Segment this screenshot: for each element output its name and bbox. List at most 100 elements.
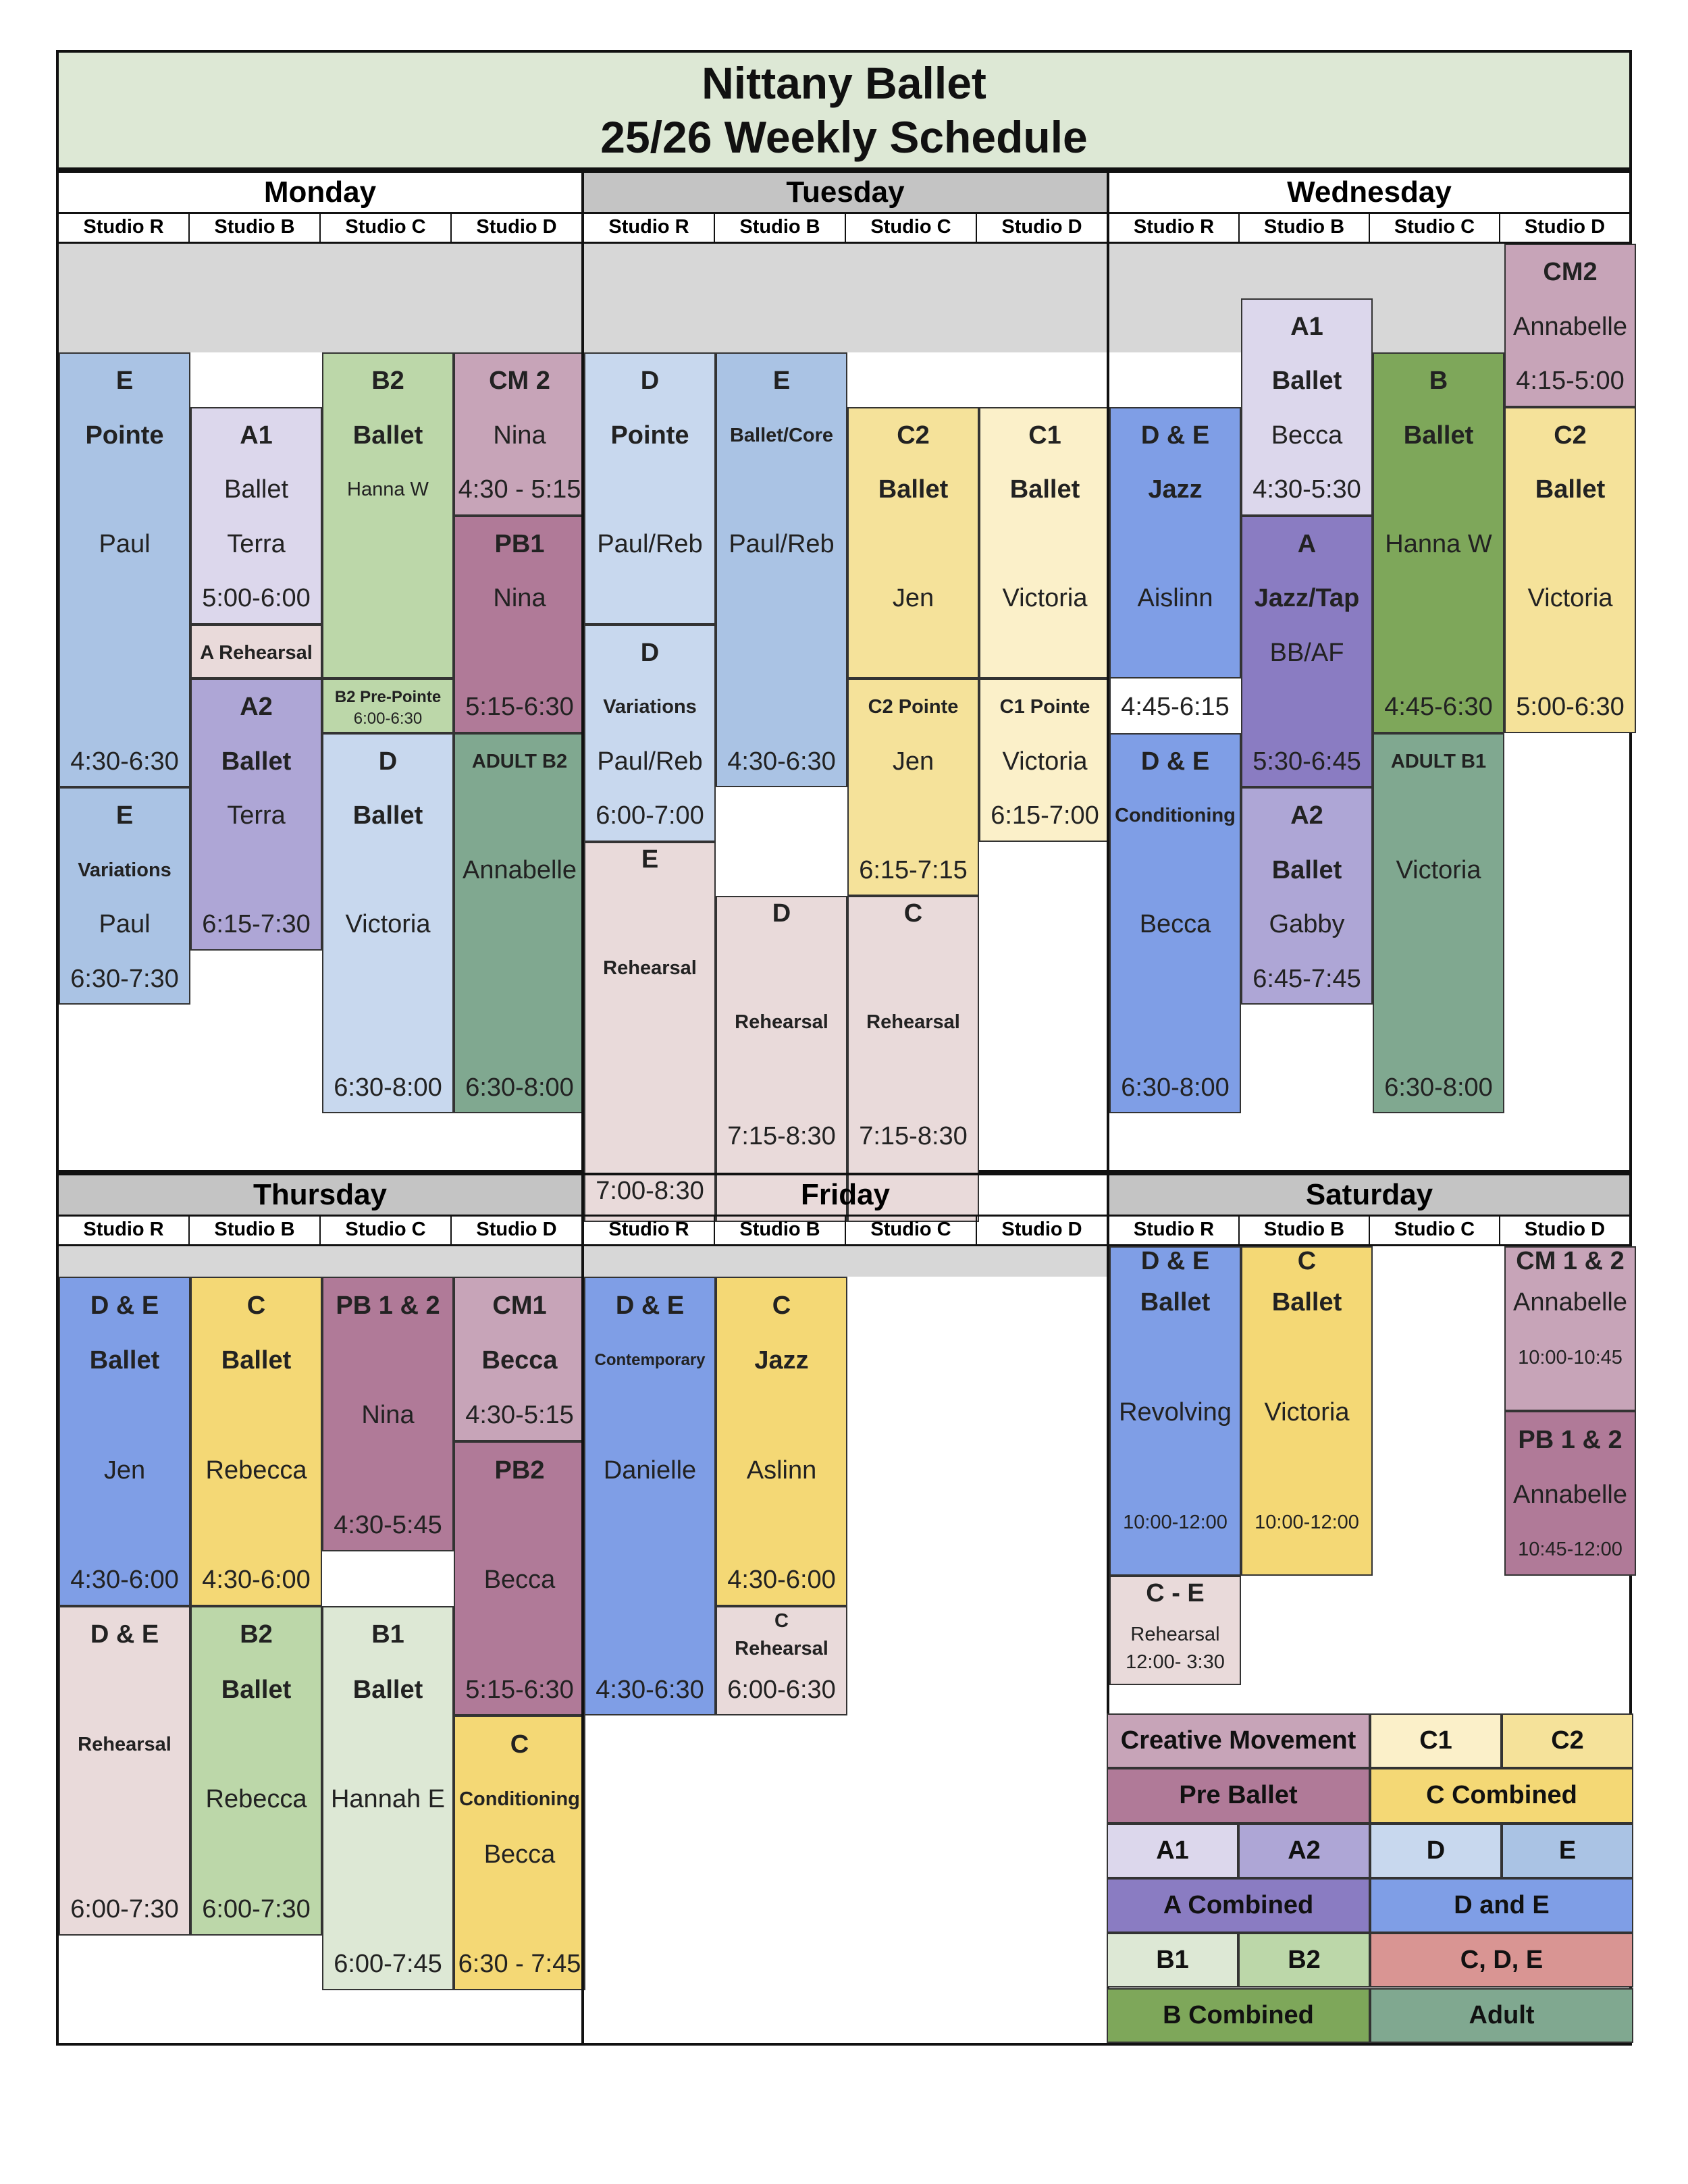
class-text: Ballet	[1403, 421, 1474, 450]
class-text: Hannah E	[330, 1785, 445, 1814]
class-block[interactable]: C2 Pointe Jen 6:15-7:15	[847, 678, 979, 896]
class-block[interactable]: D Variations Paul/Reb 6:00-7:00	[584, 624, 716, 842]
class-block[interactable]: E Pointe Paul 4:30-6:30	[59, 352, 190, 787]
unscheduled-band	[584, 244, 1111, 352]
class-text: 6:30-8:00	[334, 1073, 442, 1102]
class-block[interactable]: B Ballet Hanna W 4:45-6:30	[1373, 352, 1504, 733]
class-text: 10:00-12:00	[1123, 1511, 1228, 1533]
class-text: Gabby	[1269, 910, 1345, 939]
class-block[interactable]: A2 Ballet Terra 6:15-7:30	[190, 678, 322, 951]
class-text: Ballet	[352, 801, 423, 830]
class-text: Nina	[493, 584, 546, 613]
class-block[interactable]: ADULT B2 Annabelle 6:30-8:00	[454, 733, 585, 1113]
day-name: Thursday	[59, 1175, 581, 1217]
class-block[interactable]: B1 Ballet Hannah E 6:00-7:45	[322, 1605, 454, 1990]
class-text: 12:00- 3:30	[1126, 1651, 1225, 1673]
class-block[interactable]: D Rehearsal 7:15-8:30	[716, 896, 847, 1222]
class-block[interactable]: D & E Contemporary Danielle 4:30-6:30	[584, 1277, 716, 1716]
class-block[interactable]: C1BalletVictoria4:45-6:15	[979, 406, 1111, 721]
class-block[interactable]: E Ballet/Core Paul/Reb 4:30-6:30	[716, 352, 847, 787]
class-block[interactable]: C Rehearsal 7:15-8:30	[847, 896, 979, 1222]
class-block[interactable]: CM 1 & 2 Annabelle 10:00-10:45	[1504, 1246, 1636, 1411]
studio-header: Studio B	[715, 212, 846, 242]
class-text: 4:30-6:30	[727, 747, 836, 776]
class-block[interactable]: E Variations Paul 6:30-7:30	[59, 787, 190, 1005]
class-block[interactable]: D & E Ballet Revolving 10:00-12:00	[1109, 1246, 1241, 1576]
class-block[interactable]: D & E Jazz Aislinn 4:45-6:15	[1109, 406, 1241, 721]
class-text: Becca	[483, 1840, 556, 1869]
class-text: Danielle	[603, 1456, 697, 1485]
class-block[interactable]: A Jazz/Tap BB/AF 5:30-6:45	[1241, 515, 1373, 787]
class-text: Victoria	[1527, 584, 1613, 613]
class-text: D & E	[90, 1620, 159, 1649]
studio-header-row: Studio R Studio B Studio C Studio D	[59, 212, 581, 244]
class-block[interactable]: ADULT B1 Victoria 6:30-8:00	[1373, 733, 1504, 1113]
class-block[interactable]: B2 Pre-Pointe 6:00-6:30	[322, 678, 454, 733]
class-text: Victoria	[1002, 747, 1088, 776]
class-text: Rebecca	[205, 1785, 307, 1814]
class-text: Annabelle	[462, 855, 577, 884]
day-saturday: Saturday Studio R Studio B Studio C Studio D…	[1107, 1173, 1636, 2046]
class-block[interactable]: C Jazz Aslinn 4:30-6:00	[716, 1277, 847, 1606]
class-text: CM1	[492, 1291, 547, 1320]
class-block[interactable]: C Ballet Victoria 10:00-12:00	[1241, 1246, 1373, 1576]
class-text: B2 Pre-Pointe	[334, 687, 442, 706]
class-text: C2	[897, 421, 930, 450]
legend-item: C, D, E	[1370, 1933, 1633, 1988]
studio-header: Studio R	[1109, 212, 1240, 242]
class-block[interactable]: C2 Ballet Victoria 5:00-6:30	[1504, 406, 1636, 733]
class-block[interactable]: A1 Ballet Terra 5:00-6:00	[190, 406, 322, 624]
class-text: Pointe	[610, 421, 689, 450]
class-block[interactable]: A Rehearsal	[190, 624, 322, 678]
class-block[interactable]: C - E Rehearsal 12:00- 3:30	[1109, 1575, 1241, 1686]
day-wednesday: Wednesday Studio R Studio B Studio C Studio …	[1107, 170, 1636, 1173]
class-text: Ballet	[1535, 475, 1606, 504]
class-text: 7:00-8:30	[596, 1176, 704, 1205]
class-text: 4:30-5:15	[465, 1401, 574, 1430]
class-block[interactable]: D & E Rehearsal 6:00-7:30	[59, 1605, 190, 1936]
class-text: A	[1297, 529, 1317, 558]
class-text: 6:00-7:30	[70, 1894, 179, 1923]
class-block[interactable]: PB2 Becca 5:15-6:30	[454, 1441, 585, 1716]
class-text: Jazz/Tap	[1254, 584, 1360, 613]
class-text: A1	[240, 421, 273, 450]
class-block[interactable]: PB 1 & 2 Nina 4:30-5:45	[322, 1277, 454, 1551]
class-block[interactable]: C Rehearsal 6:00-6:30	[716, 1605, 847, 1716]
class-text: Becca	[483, 1566, 556, 1595]
legend-item: Pre Ballet	[1107, 1768, 1370, 1823]
legend-item: A1	[1107, 1823, 1238, 1878]
studio-header: Studio R	[584, 212, 715, 242]
class-block[interactable]: D & E Conditioning Becca 6:30-8:00	[1109, 733, 1241, 1113]
class-text: Paul	[99, 910, 151, 939]
class-text: 6:15-7:00	[991, 801, 1099, 830]
class-block[interactable]: B2 Ballet Rebecca 6:00-7:30	[190, 1605, 322, 1936]
class-block[interactable]: C Ballet Rebecca 4:30-6:00	[190, 1277, 322, 1606]
class-block[interactable]: CM1 Becca 4:30-5:15	[454, 1277, 585, 1441]
class-block[interactable]: C1 Pointe Victoria 6:15-7:00	[979, 678, 1111, 842]
class-block[interactable]: D Ballet Victoria 6:30-8:00	[322, 733, 454, 1113]
class-text: Victoria	[1396, 855, 1481, 884]
class-text: ADULT B2	[471, 750, 568, 772]
class-block[interactable]: PB1 Nina 5:15-6:30	[454, 515, 585, 733]
class-block[interactable]: C2BalletJen4:45-6:15	[847, 406, 979, 721]
legend-item: A Combined	[1107, 1877, 1370, 1934]
class-block[interactable]: D & E Ballet Jen 4:30-6:00	[59, 1277, 190, 1606]
class-block[interactable]: A2 Ballet Gabby 6:45-7:45	[1241, 787, 1373, 1005]
class-block[interactable]: CM 2 Nina 4:30 - 5:15	[454, 352, 585, 516]
class-block[interactable]: A1 Ballet Becca 4:30-5:30	[1241, 298, 1373, 516]
class-text: A1	[1290, 312, 1323, 341]
studio-header: Studio B	[1240, 1215, 1370, 1244]
class-text: CM 1 & 2	[1516, 1247, 1625, 1276]
class-text: D & E	[1140, 747, 1210, 776]
class-block[interactable]: C Conditioning Becca 6:30 - 7:45	[454, 1715, 585, 1990]
class-text: Annabelle	[1512, 312, 1628, 341]
class-text: CM2	[1543, 258, 1598, 287]
class-block[interactable]: CM2 Annabelle 4:15-5:00	[1504, 244, 1636, 407]
class-text: B2	[371, 367, 404, 396]
class-text: A2	[240, 693, 273, 722]
class-text: C2	[1554, 421, 1587, 450]
class-block[interactable]: PB 1 & 2 Annabelle 10:45-12:00	[1504, 1410, 1636, 1576]
class-block[interactable]: E Rehearsal 7:00-8:30	[584, 841, 716, 1222]
